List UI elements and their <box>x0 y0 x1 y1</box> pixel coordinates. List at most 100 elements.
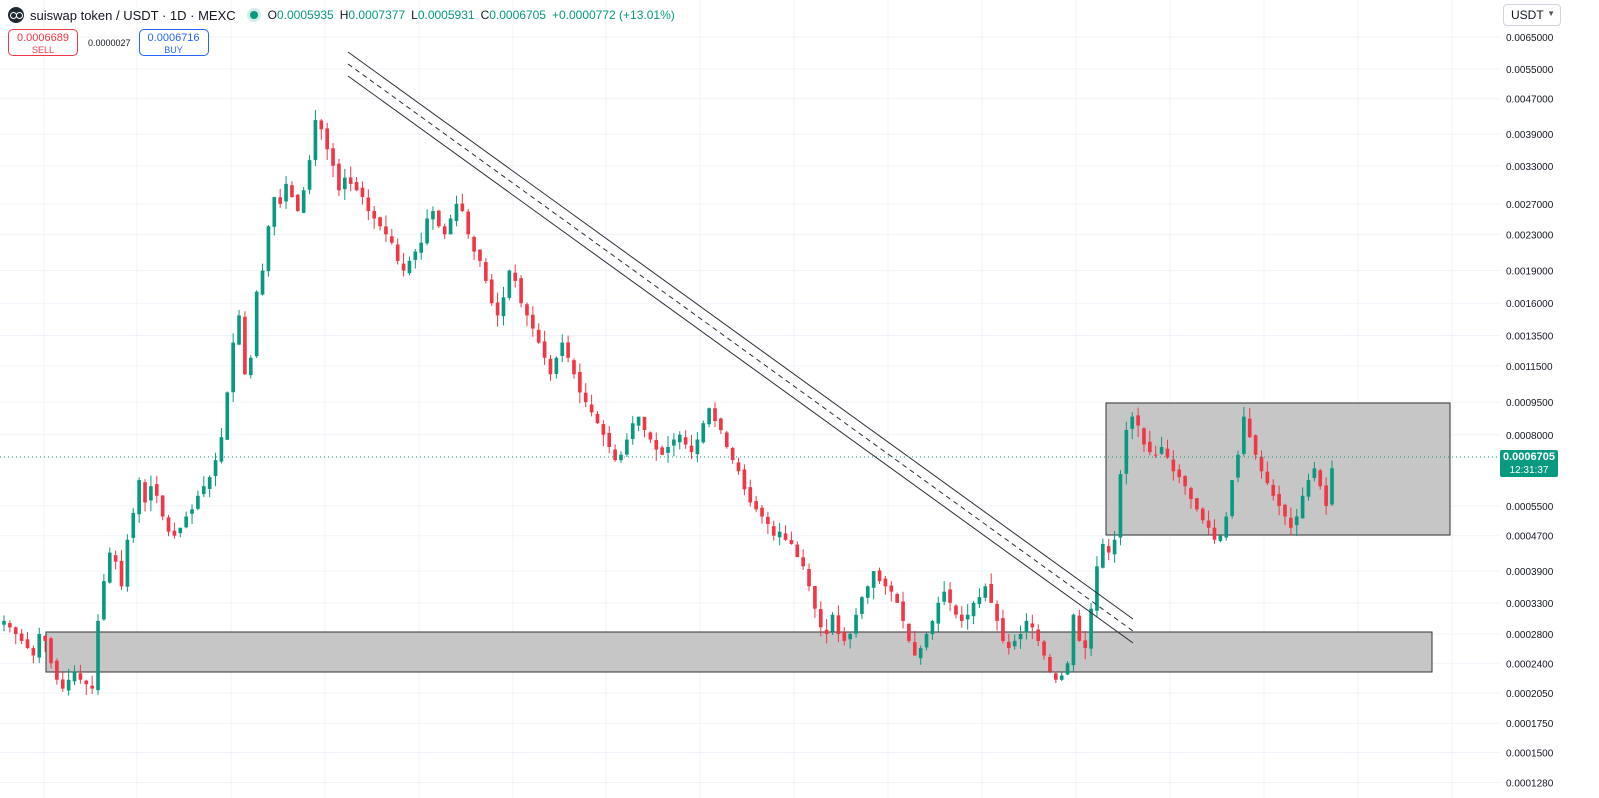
candle-body <box>113 555 118 562</box>
candle-body <box>854 614 858 634</box>
candle-body <box>625 439 629 455</box>
candle-body <box>348 177 353 184</box>
candle-body <box>201 486 206 495</box>
candle-body <box>865 586 870 598</box>
candle-body <box>813 586 817 609</box>
symbol-title[interactable]: suiswap token / USDT · 1D · MEXC <box>30 7 236 23</box>
candle-series <box>2 109 1334 696</box>
candle-body <box>554 357 559 374</box>
trendline-lower <box>347 75 1134 644</box>
candle-body <box>37 634 42 658</box>
trendline-upper <box>347 51 1134 620</box>
candle-body <box>425 218 429 244</box>
y-tick-label: 0.0016000 <box>1506 299 1554 310</box>
candle-body <box>1148 441 1152 453</box>
currency-select[interactable]: USDT ▼ <box>1503 4 1561 26</box>
candle-body <box>466 211 471 235</box>
last-price-tag: 0.0006705 12:31:37 <box>1500 450 1558 477</box>
candle-body <box>707 408 711 425</box>
high-value: 0.0007377 <box>348 8 406 22</box>
candle-body <box>413 251 418 260</box>
candle-body <box>60 679 65 689</box>
candle-body <box>1124 430 1129 474</box>
candle-body <box>1277 494 1281 506</box>
y-tick-label: 0.0002800 <box>1506 630 1554 641</box>
candle-body <box>936 602 941 624</box>
candle-body <box>472 237 476 252</box>
candle-body <box>243 316 247 375</box>
candle-body <box>55 660 59 680</box>
candle-body <box>72 671 77 682</box>
candle-body <box>454 203 459 222</box>
candle-body <box>695 439 700 455</box>
chevron-down-icon: ▼ <box>1547 9 1555 18</box>
market-status-icon <box>249 11 258 19</box>
candle-body <box>995 603 999 621</box>
ohlc-open: O0.0005935 <box>268 8 334 22</box>
candle-body <box>1095 566 1099 611</box>
candle-body <box>1242 416 1246 454</box>
candle-body <box>160 495 165 517</box>
candle-body <box>342 177 347 190</box>
candle-body <box>1265 471 1270 484</box>
candle-body <box>372 211 377 219</box>
candle-body <box>701 423 706 443</box>
candle-body <box>1012 640 1017 647</box>
y-tick-label: 0.0002400 <box>1506 659 1554 670</box>
candle-body <box>801 557 805 567</box>
candle-body <box>272 196 277 227</box>
candle-body <box>1247 418 1252 438</box>
candle-body <box>1106 546 1111 553</box>
candle-body <box>1142 428 1146 445</box>
candle-body <box>1218 535 1223 541</box>
candle-body <box>924 634 929 648</box>
candle-body <box>8 623 12 628</box>
sell-label: SELL <box>31 45 55 55</box>
buy-button[interactable]: 0.0006716 BUY <box>138 29 209 56</box>
last-price-value: 0.0006705 <box>1503 451 1555 463</box>
candle-body <box>595 413 600 424</box>
candle-body <box>1324 485 1328 506</box>
candle-body <box>354 182 359 191</box>
token-logo-icon <box>8 7 24 23</box>
candle-body <box>149 486 153 501</box>
candle-body <box>548 358 553 375</box>
candle-body <box>918 648 923 659</box>
y-tick-label: 0.0008000 <box>1506 431 1554 442</box>
sell-button[interactable]: 0.0006689 SELL <box>8 29 78 56</box>
candle-body <box>824 629 829 635</box>
candle-body <box>730 447 735 461</box>
candle-body <box>1024 620 1029 633</box>
candle-body <box>1224 516 1229 538</box>
candle-body <box>301 190 306 213</box>
candle-body <box>213 460 218 476</box>
low-value: 0.0005931 <box>417 8 475 22</box>
candle-body <box>959 614 964 621</box>
candle-body <box>666 447 670 453</box>
candle-body <box>513 272 518 281</box>
candle-body <box>131 512 136 538</box>
y-tick-label: 0.0003900 <box>1506 567 1554 578</box>
candle-body <box>1283 504 1287 517</box>
price-axis[interactable]: 0.0065000 0.0055000 0.0047000 0.0039000 0.00… <box>1506 33 1554 789</box>
candle-body <box>1036 629 1041 641</box>
candle-body <box>484 262 488 281</box>
y-tick-label: 0.0004700 <box>1506 532 1554 543</box>
candle-body <box>1306 480 1311 497</box>
candle-body <box>912 642 917 656</box>
candle-body <box>1065 663 1070 675</box>
candle-body <box>1294 516 1299 526</box>
candle-body <box>219 437 224 462</box>
candle-body <box>384 226 388 235</box>
candle-body <box>877 570 882 582</box>
candle-body <box>96 620 100 691</box>
candle-body <box>578 371 582 393</box>
candle-body <box>642 416 647 431</box>
candle-body <box>1101 543 1105 568</box>
candle-body <box>143 482 147 503</box>
candle-body <box>748 487 753 503</box>
candle-body <box>166 517 171 532</box>
candle-body <box>1006 641 1011 649</box>
trendline-middle-dashed <box>347 63 1134 632</box>
